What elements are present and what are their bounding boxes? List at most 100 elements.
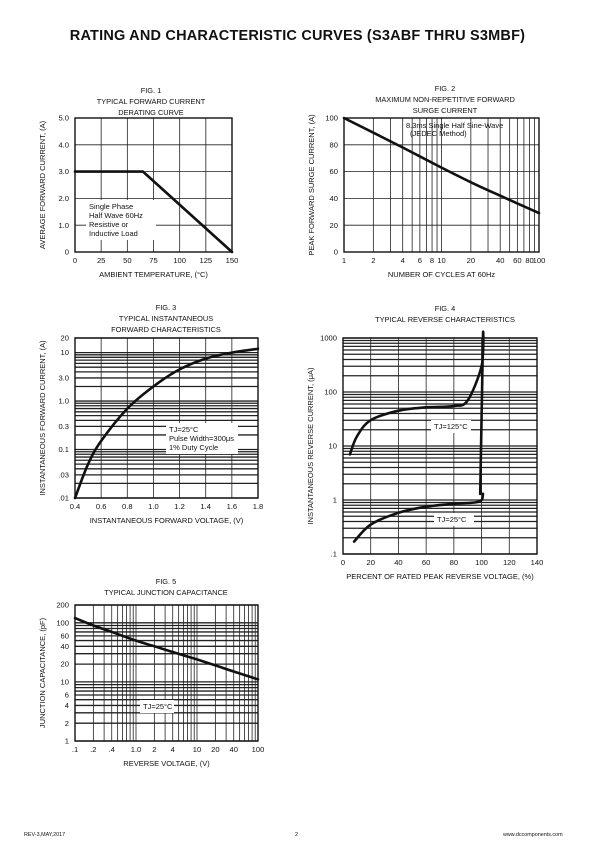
fig1-x-tick-label: 50: [123, 256, 131, 265]
fig4-y-tick-label: 1: [333, 496, 337, 505]
fig4-x-tick-label: 0: [341, 558, 345, 567]
fig4-x-tick-label: 100: [475, 558, 488, 567]
fig5-x-tick-label: 40: [229, 745, 237, 754]
fig3-note-bg: [166, 423, 238, 454]
fig2-x-tick-label: 40: [496, 256, 504, 265]
fig5-y-tick-label: 100: [56, 618, 69, 627]
fig3-grid: [74, 337, 259, 499]
fig2-x-tick-label: 8: [430, 256, 434, 265]
fig4-y-tick-label: 10: [329, 442, 337, 451]
fig5-caption: FIG. 5 TYPICAL JUNCTION CAPACITANCE: [76, 576, 256, 598]
fig5-x-tick-label: 100: [252, 745, 265, 754]
fig1-x-axis-label: AMBIENT TEMPERATURE, (°C): [99, 270, 208, 279]
fig2-x-tick-label: 80: [525, 256, 533, 265]
fig4-y-tick-label: .1: [331, 550, 337, 559]
fig1-caption-line: DERATING CURVE: [118, 108, 184, 117]
page-title: RATING AND CHARACTERISTIC CURVES (S3ABF …: [69, 28, 526, 44]
fig1-y-tick-label: 5.0: [58, 114, 69, 123]
fig3-caption-line: TYPICAL INSTANTANEOUS: [118, 314, 214, 323]
fig4-x-tick-label: 140: [531, 558, 544, 567]
fig1-caption: FIG. 1 TYPICAL FORWARD CURRENT DERATING …: [76, 85, 226, 118]
fig3-y-tick-label: 3.0: [58, 374, 69, 383]
fig4-series-line-1: [348, 330, 485, 496]
fig4-x-tick-label: 60: [422, 558, 430, 567]
fig2-caption-line: MAXIMUM NON-REPETITIVE FORWARD: [375, 95, 515, 104]
fig5-y-tick-label: 6: [65, 691, 69, 700]
fig3-caption-line: FIG. 3: [155, 303, 177, 312]
fig4-x-tick-label: 80: [450, 558, 458, 567]
fig2-x-tick-label: 6: [418, 256, 422, 265]
footer-page-number: 2: [295, 832, 298, 838]
fig3-x-tick-label: 1.2: [174, 502, 185, 511]
fig2-x-tick-label: 20: [467, 256, 475, 265]
fig2-x-tick-label: 100: [533, 256, 546, 265]
fig1-frame: [74, 117, 233, 253]
fig1-note-line: Half Wave 60Hz: [89, 211, 143, 220]
fig2-y-axis-label: PEAK FORWARD SURGE CURRENT, (A): [307, 114, 316, 256]
fig5-frame: [74, 604, 259, 742]
fig5-y-tick-label: 1: [65, 737, 69, 746]
fig4-series-line-2: [352, 492, 485, 543]
fig3-note-line: 1% Duty Cycle: [169, 443, 218, 452]
fig2-x-tick-label: 2: [371, 256, 375, 265]
fig4-series-label-1-bg: [431, 420, 471, 433]
fig1-x-tick-label: 150: [226, 256, 239, 265]
fig3-y-tick-label: .01: [58, 494, 69, 503]
fig5-y-tick-label: 200: [56, 601, 69, 610]
fig3-y-tick-label: 0.1: [58, 445, 69, 454]
fig1-y-tick-label: 4.0: [58, 140, 69, 149]
fig3-caption-line: FORWARD CHARACTERISTICS: [111, 325, 221, 334]
fig3-note-line: Pulse Width=300μs: [169, 434, 234, 443]
fig1-x-tick-label: 125: [199, 256, 212, 265]
fig4-y-axis-label: INSTANTANEOUS REVERSE CURRENT, (μA): [306, 367, 315, 524]
fig4-caption-line: TYPICAL REVERSE CHARACTERISTICS: [375, 315, 515, 324]
fig2-frame: [343, 117, 540, 253]
fig5-x-axis-label: REVERSE VOLTAGE, (V): [123, 759, 210, 768]
fig5-y-tick-label: 4: [65, 701, 69, 710]
fig3-x-tick-label: 1.4: [200, 502, 211, 511]
fig4-x-tick-label: 40: [394, 558, 402, 567]
fig3-x-tick-label: 1.8: [253, 502, 264, 511]
fig3-x-tick-label: 0.6: [96, 502, 107, 511]
fig5-x-tick-label: 1.0: [131, 745, 142, 754]
fig1-x-tick-label: 25: [97, 256, 105, 265]
fig4-series-label-2-bg: [434, 513, 474, 526]
fig5-x-tick-label: .4: [109, 745, 115, 754]
fig4-x-axis-label: PERCENT OF RATED PEAK REVERSE VOLTAGE, (…: [346, 572, 534, 581]
fig1-note-line: Inductive Load: [89, 229, 138, 238]
fig4-frame: [342, 337, 538, 555]
fig5-x-tick-label: 10: [193, 745, 201, 754]
fig3-frame: [74, 337, 259, 499]
fig1-x-tick-label: 75: [149, 256, 157, 265]
fig5-y-tick-label: 20: [61, 660, 69, 669]
fig2-x-tick-label: 60: [513, 256, 521, 265]
fig4-series-label-1-line: TJ=125°C: [434, 422, 468, 431]
fig1-grid: [74, 117, 233, 253]
fig4-y-tick-label: 100: [324, 388, 337, 397]
fig2-x-tick-label: 1: [342, 256, 346, 265]
footer-revision: REV-3,MAY,2017: [24, 832, 66, 838]
fig5-x-tick-label: .1: [72, 745, 78, 754]
fig3-x-axis-label: INSTANTANEOUS FORWARD VOLTAGE, (V): [90, 516, 244, 525]
fig1-y-tick-label: 1.0: [58, 221, 69, 230]
fig4-caption-line: FIG. 4: [434, 304, 456, 313]
fig3-caption: FIG. 3 TYPICAL INSTANTANEOUS FORWARD CHA…: [76, 302, 256, 335]
fig3-y-tick-label: 20: [61, 334, 69, 343]
fig5-caption-line: FIG. 5: [155, 577, 177, 586]
fig5-x-tick-label: 2: [152, 745, 156, 754]
footer-website: www.dccomponents.com: [503, 832, 563, 838]
fig2-caption-line: SURGE CURRENT: [412, 106, 478, 115]
fig3-x-tick-label: 0.8: [122, 502, 133, 511]
fig2-x-axis-label: NUMBER OF CYCLES AT 60Hz: [388, 270, 495, 279]
fig3-y-tick-label: .03: [58, 470, 69, 479]
fig1-y-tick-label: 3.0: [58, 167, 69, 176]
fig5-note-line: TJ=25°C: [143, 702, 173, 711]
fig1-caption-line: TYPICAL FORWARD CURRENT: [96, 97, 206, 106]
fig2-y-tick-label: 80: [330, 140, 338, 149]
fig5-y-tick-label: 60: [61, 632, 69, 641]
fig1-x-tick-label: 100: [173, 256, 186, 265]
fig1-series-line-1: [73, 170, 234, 254]
fig5-note-bg: [140, 700, 174, 713]
fig2-note-line: (JEDEC Method): [410, 129, 467, 138]
